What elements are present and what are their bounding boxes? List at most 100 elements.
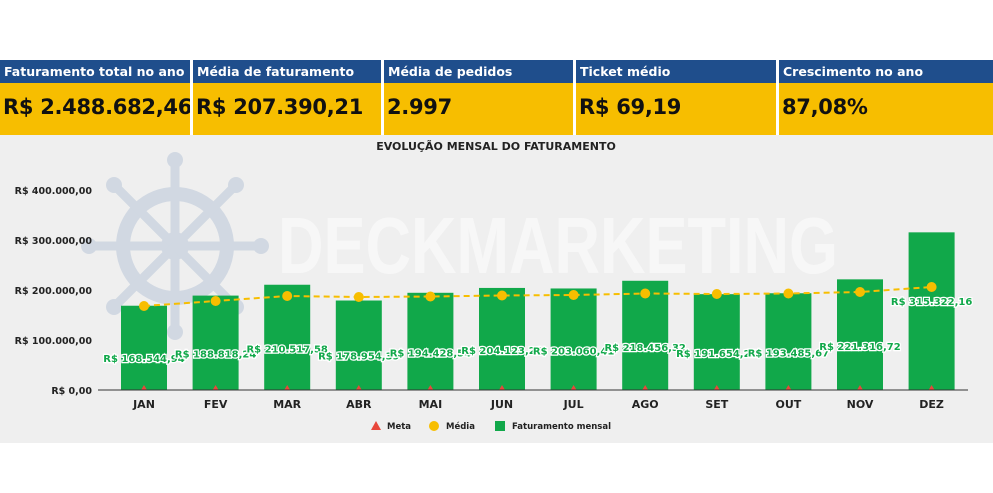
bar bbox=[192, 295, 239, 390]
x-tick-label: OUT bbox=[776, 398, 802, 411]
y-axis: R$ 0,00 R$ 100.000,00 R$ 200.000,00 R$ 300.… bbox=[15, 186, 93, 397]
x-tick-label: DEZ bbox=[919, 398, 944, 411]
kpi-card-media-faturamento: Média de faturamento R$ 207.390,21 bbox=[190, 60, 381, 135]
x-tick-label: AGO bbox=[632, 398, 659, 411]
average-line bbox=[139, 282, 937, 311]
kpi-card-crescimento: Crescimento no ano 87,08% bbox=[776, 60, 993, 135]
legend-item-faturamento: Faturamento mensal bbox=[495, 421, 611, 432]
x-tick-label: MAI bbox=[419, 398, 443, 411]
meta-marker bbox=[785, 385, 792, 390]
legend-item-meta: Meta bbox=[371, 421, 411, 432]
kpi-label: Ticket médio bbox=[576, 60, 776, 83]
average-point bbox=[783, 288, 794, 299]
meta-marker bbox=[284, 385, 291, 390]
square-icon bbox=[495, 421, 505, 431]
kpi-label: Média de pedidos bbox=[384, 60, 573, 83]
x-tick-label: NOV bbox=[847, 398, 874, 411]
kpi-value: 87,08% bbox=[779, 83, 993, 135]
average-point bbox=[926, 282, 937, 292]
data-label: R$ 221.316,72 bbox=[819, 342, 900, 353]
meta-marker bbox=[857, 385, 863, 390]
chart-panel: DECKMARKETING EVOLUÇÃO MENSAL DO FATURAM… bbox=[0, 135, 993, 443]
kpi-value: R$ 2.488.682,46 bbox=[0, 83, 190, 135]
meta-marker bbox=[928, 385, 935, 390]
bar bbox=[335, 300, 382, 390]
kpi-value: R$ 207.390,21 bbox=[193, 83, 381, 135]
average-point bbox=[353, 292, 364, 302]
meta-marker bbox=[642, 385, 649, 390]
kpi-row: Faturamento total no ano R$ 2.488.682,46… bbox=[0, 60, 993, 135]
average-point bbox=[855, 287, 865, 297]
kpi-card-ticket-medio: Ticket médio R$ 69,19 bbox=[573, 60, 776, 135]
kpi-value: 2.997 bbox=[384, 83, 573, 135]
average-point bbox=[425, 291, 436, 302]
bar bbox=[121, 305, 167, 390]
data-label: R$ 193.485,67 bbox=[748, 348, 829, 359]
watermark-text: DECKMARKETING bbox=[278, 201, 838, 290]
meta-marker bbox=[713, 385, 720, 390]
legend-item-media: Média bbox=[429, 421, 475, 432]
meta-marker bbox=[212, 385, 219, 390]
x-axis: JAN FEV MAR ABR MAI JUN JUL AGO SET OUT NOV DEZ bbox=[132, 398, 944, 411]
y-tick-label: R$ 300.000,00 bbox=[15, 236, 93, 247]
data-label: R$ 168.544,94 bbox=[103, 354, 184, 365]
x-tick-label: SET bbox=[705, 398, 728, 411]
x-tick-label: JAN bbox=[132, 398, 155, 411]
revenue-chart: DECKMARKETING EVOLUÇÃO MENSAL DO FATURAM… bbox=[15, 140, 974, 432]
kpi-label: Crescimento no ano bbox=[779, 60, 993, 83]
data-labels: R$ 168.544,94R$ 188.818,24R$ 210.517,58R… bbox=[102, 296, 974, 367]
data-label: R$ 315.322,16 bbox=[891, 297, 972, 308]
x-tick-label: ABR bbox=[346, 398, 372, 411]
legend: Meta Média Faturamento mensal bbox=[371, 421, 611, 432]
data-label: R$ 188.818,24 bbox=[175, 350, 256, 361]
data-label: R$ 210.517,58 bbox=[246, 345, 327, 356]
x-tick-label: JUN bbox=[490, 398, 513, 411]
x-tick-label: JUL bbox=[563, 398, 584, 411]
bars bbox=[121, 232, 955, 390]
y-tick-label: R$ 200.000,00 bbox=[15, 286, 93, 297]
y-tick-label: R$ 100.000,00 bbox=[15, 336, 93, 347]
average-point bbox=[711, 289, 722, 299]
bar bbox=[264, 284, 311, 390]
data-label: R$ 203.060,41 bbox=[533, 346, 614, 357]
bar bbox=[765, 293, 812, 390]
kpi-label: Faturamento total no ano bbox=[0, 60, 190, 83]
bar bbox=[479, 287, 525, 390]
bar bbox=[407, 292, 454, 390]
average-line-path bbox=[143, 286, 932, 307]
legend-label: Faturamento mensal bbox=[512, 422, 611, 432]
watermark: DECKMARKETING bbox=[81, 152, 838, 340]
chart-title: EVOLUÇÃO MENSAL DO FATURAMENTO bbox=[376, 140, 616, 153]
y-tick-label: R$ 0,00 bbox=[51, 386, 92, 397]
meta-markers bbox=[141, 385, 935, 390]
ship-wheel-icon bbox=[81, 152, 269, 340]
data-label: R$ 218.456,32 bbox=[604, 343, 685, 354]
bar bbox=[908, 232, 955, 390]
bar bbox=[622, 280, 669, 390]
x-tick-label: MAR bbox=[273, 398, 301, 411]
average-point bbox=[139, 301, 149, 311]
meta-marker bbox=[355, 385, 362, 390]
kpi-card-media-pedidos: Média de pedidos 2.997 bbox=[381, 60, 573, 135]
meta-marker bbox=[141, 385, 147, 390]
circle-icon bbox=[429, 421, 439, 431]
data-label: R$ 191.654,21 bbox=[676, 349, 757, 360]
legend-label: Meta bbox=[387, 422, 411, 432]
y-tick-label: R$ 400.000,00 bbox=[15, 186, 93, 197]
bar bbox=[837, 279, 883, 390]
meta-marker bbox=[499, 385, 505, 390]
average-point bbox=[568, 290, 579, 300]
triangle-icon bbox=[371, 421, 381, 430]
kpi-value: R$ 69,19 bbox=[576, 83, 776, 135]
average-point bbox=[640, 288, 651, 299]
data-label: R$ 204.123,21 bbox=[461, 346, 542, 357]
kpi-card-total: Faturamento total no ano R$ 2.488.682,46 bbox=[0, 60, 190, 135]
x-tick-label: FEV bbox=[204, 398, 228, 411]
meta-marker bbox=[570, 385, 577, 390]
average-point bbox=[282, 291, 293, 301]
meta-marker bbox=[427, 385, 434, 390]
bar bbox=[693, 294, 740, 390]
data-label: R$ 178.954,39 bbox=[318, 352, 399, 363]
data-label: R$ 194.428,54 bbox=[390, 348, 471, 359]
average-point bbox=[210, 296, 221, 306]
